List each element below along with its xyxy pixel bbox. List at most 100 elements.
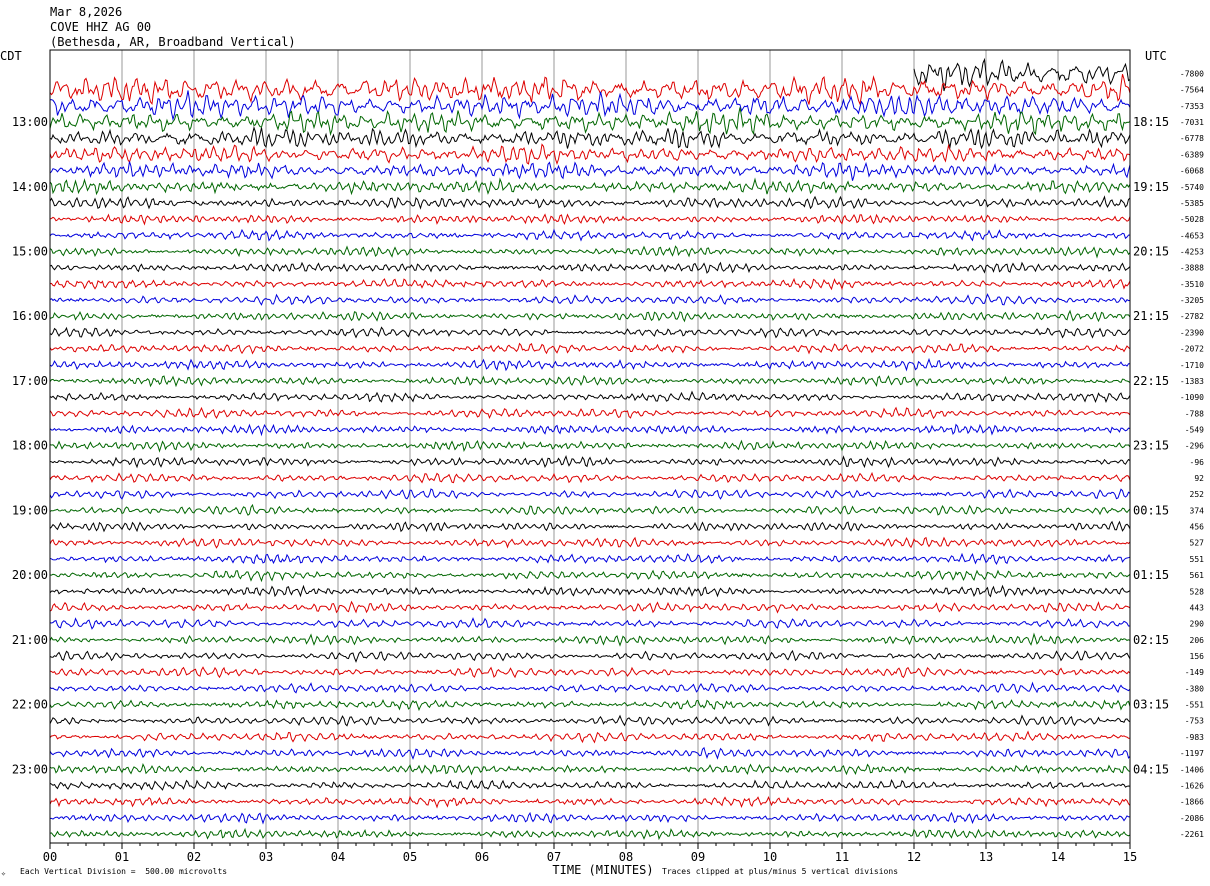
seismic-trace (49, 488, 1131, 500)
x-tick-label: 00 (43, 850, 57, 864)
x-tick-label: 15 (1123, 850, 1137, 864)
trace-offset-label: -2261 (1180, 830, 1204, 839)
seismic-trace (49, 699, 1131, 712)
right-axis-label: UTC (1145, 49, 1167, 63)
utc-hour-label: 22:15 (1133, 374, 1169, 388)
x-axis-title: TIME (MINUTES) (552, 863, 653, 877)
seismic-trace (49, 261, 1131, 274)
trace-offset-label: 252 (1190, 490, 1205, 499)
seismic-trace (49, 454, 1131, 469)
trace-offset-label: -4653 (1180, 231, 1204, 240)
seismic-trace (49, 569, 1131, 583)
axis-labels: -7800 -7564 -7353 -7031 -6778 -6389 -6068 -5740… (0, 49, 1204, 877)
seismic-trace (49, 617, 1130, 630)
cdt-hour-label: 20:00 (12, 568, 48, 582)
clip-note: Traces clipped at plus/minus 5 vertical … (662, 867, 899, 876)
seismic-trace (49, 632, 1131, 647)
seismic-trace (49, 309, 1131, 323)
trace-offset-label: -5028 (1180, 215, 1204, 224)
seismic-trace (49, 795, 1131, 809)
seismic-trace (49, 730, 1130, 744)
plot-frame (49, 49, 1131, 849)
trace-offset-label: 374 (1190, 506, 1205, 515)
station-code: COVE HHZ AG 00 (50, 20, 152, 34)
seismic-trace (49, 74, 1131, 106)
seismic-trace (49, 520, 1131, 533)
cdt-hour-label: 22:00 (12, 698, 48, 712)
utc-hour-label: 01:15 (1133, 568, 1169, 582)
corner-mark: ✧ (1, 869, 6, 878)
seismic-trace (49, 143, 1131, 166)
trace-offset-label: -1197 (1180, 749, 1204, 758)
seismic-trace (49, 161, 1131, 181)
cdt-hour-label: 19:00 (12, 503, 48, 517)
x-tick-label: 01 (115, 850, 129, 864)
trace-offset-label: -1090 (1180, 393, 1204, 402)
utc-hour-label: 20:15 (1133, 244, 1169, 258)
seismic-trace (49, 471, 1131, 484)
trace-offset-label: 561 (1190, 571, 1205, 580)
trace-offset-label: -753 (1185, 717, 1204, 726)
trace-offset-label: -788 (1185, 409, 1204, 418)
trace-offset-label: -551 (1185, 701, 1204, 710)
utc-hour-label: 18:15 (1133, 115, 1169, 129)
x-tick-label: 06 (475, 850, 489, 864)
trace-offset-label: -5385 (1180, 199, 1204, 208)
x-tick-label: 05 (403, 850, 417, 864)
seismic-trace (49, 439, 1131, 453)
trace-offset-label: -149 (1185, 668, 1204, 677)
trace-offset-label: 92 (1194, 474, 1204, 483)
seismic-trace (49, 90, 1131, 122)
x-tick-label: 04 (331, 850, 345, 864)
seismic-trace (49, 503, 1131, 516)
trace-offset-label: -2086 (1180, 814, 1204, 823)
x-tick-label: 07 (547, 850, 561, 864)
trace-offset-label: -7800 (1180, 70, 1204, 79)
trace-offset-label: -7564 (1180, 86, 1204, 95)
trace-offset-label: -1406 (1180, 765, 1204, 774)
utc-hour-label: 23:15 (1133, 439, 1169, 453)
seismic-trace (49, 326, 1131, 339)
trace-offset-label: 206 (1190, 636, 1205, 645)
x-tick-label: 08 (619, 850, 633, 864)
trace-offset-label: 443 (1190, 603, 1205, 612)
x-tick-label: 09 (691, 850, 705, 864)
seismic-trace (50, 811, 1131, 825)
trace-offset-label: -549 (1185, 425, 1204, 434)
trace-offset-label: -296 (1185, 442, 1204, 451)
seismic-trace (49, 649, 1131, 663)
trace-offset-label: 156 (1190, 652, 1205, 661)
seismic-trace (49, 357, 1130, 372)
trace-offset-label: -1866 (1180, 798, 1204, 807)
trace-offset-label: -2390 (1180, 328, 1204, 337)
trace-offset-label: -6068 (1180, 167, 1204, 176)
seismic-trace (49, 107, 1131, 137)
x-tick-label: 11 (835, 850, 849, 864)
utc-hour-label: 00:15 (1133, 503, 1169, 517)
seismic-trace (49, 714, 1131, 727)
seismic-trace (49, 213, 1131, 226)
trace-offset-label: -2782 (1180, 312, 1204, 321)
seismic-trace (49, 390, 1131, 404)
cdt-hour-label: 21:00 (12, 633, 48, 647)
x-tick-label: 03 (259, 850, 273, 864)
seismic-trace (49, 277, 1131, 291)
trace-offset-label: 456 (1190, 523, 1205, 532)
seismic-trace (49, 681, 1131, 694)
trace-offset-label: -6778 (1180, 134, 1204, 143)
utc-hour-label: 03:15 (1133, 698, 1169, 712)
utc-hour-label: 02:15 (1133, 633, 1169, 647)
utc-hour-label: 19:15 (1133, 180, 1169, 194)
cdt-hour-label: 16:00 (12, 309, 48, 323)
seismic-trace (49, 228, 1131, 242)
seismic-trace (49, 666, 1131, 679)
cdt-hour-label: 18:00 (12, 439, 48, 453)
seismic-trace (49, 195, 1131, 210)
trace-offset-label: -2072 (1180, 345, 1204, 354)
trace-offset-label: -3205 (1180, 296, 1204, 305)
trace-offset-label: 551 (1190, 555, 1205, 564)
seismic-traces (49, 57, 1131, 841)
seismic-trace (49, 552, 1131, 565)
seismic-trace (49, 342, 1131, 355)
